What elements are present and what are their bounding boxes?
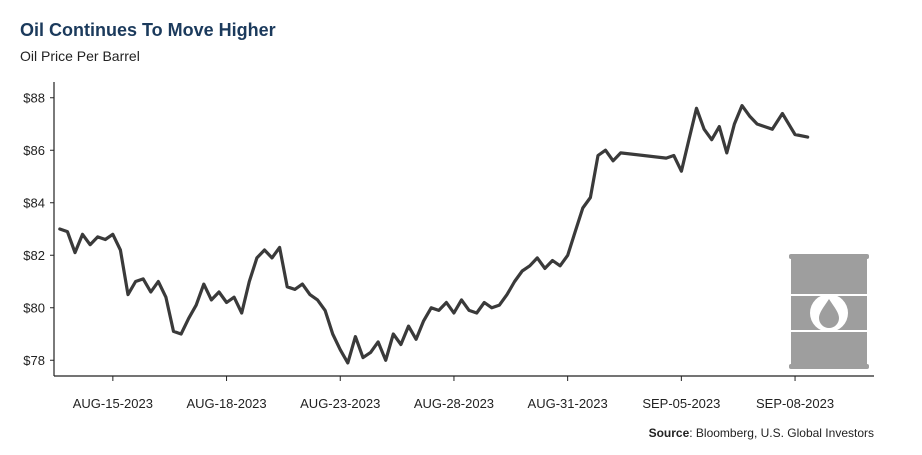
x-tick-label: AUG-31-2023 <box>528 396 608 411</box>
x-tick-label: AUG-18-2023 <box>186 396 266 411</box>
x-tick-label: AUG-23-2023 <box>300 396 380 411</box>
x-tick-label: AUG-15-2023 <box>73 396 153 411</box>
oil-barrel-icon <box>789 254 869 369</box>
x-tick-label: SEP-05-2023 <box>642 396 720 411</box>
source-note: Source: Bloomberg, U.S. Global Investors <box>649 426 874 440</box>
chart-title: Oil Continues To Move Higher <box>20 20 276 40</box>
y-tick-label: $80 <box>23 300 45 315</box>
y-tick-label: $88 <box>23 90 45 105</box>
y-tick-label: $86 <box>23 143 45 158</box>
y-axis-ticks: $78 $80 $82 $84 $86 $88 <box>23 90 54 368</box>
oil-price-line <box>58 104 810 365</box>
chart-subtitle: Oil Price Per Barrel <box>20 48 140 64</box>
x-tick-label: AUG-28-2023 <box>414 396 494 411</box>
x-axis-ticks: AUG-15-2023 AUG-18-2023 AUG-23-2023 AUG-28-… <box>73 376 834 411</box>
x-tick-label: SEP-08-2023 <box>756 396 834 411</box>
y-tick-label: $84 <box>23 195 45 210</box>
source-label: Source <box>648 426 690 440</box>
y-tick-label: $82 <box>23 248 45 263</box>
y-tick-label: $78 <box>23 353 45 368</box>
source-text: : Bloomberg, U.S. Global Investors <box>689 426 874 440</box>
